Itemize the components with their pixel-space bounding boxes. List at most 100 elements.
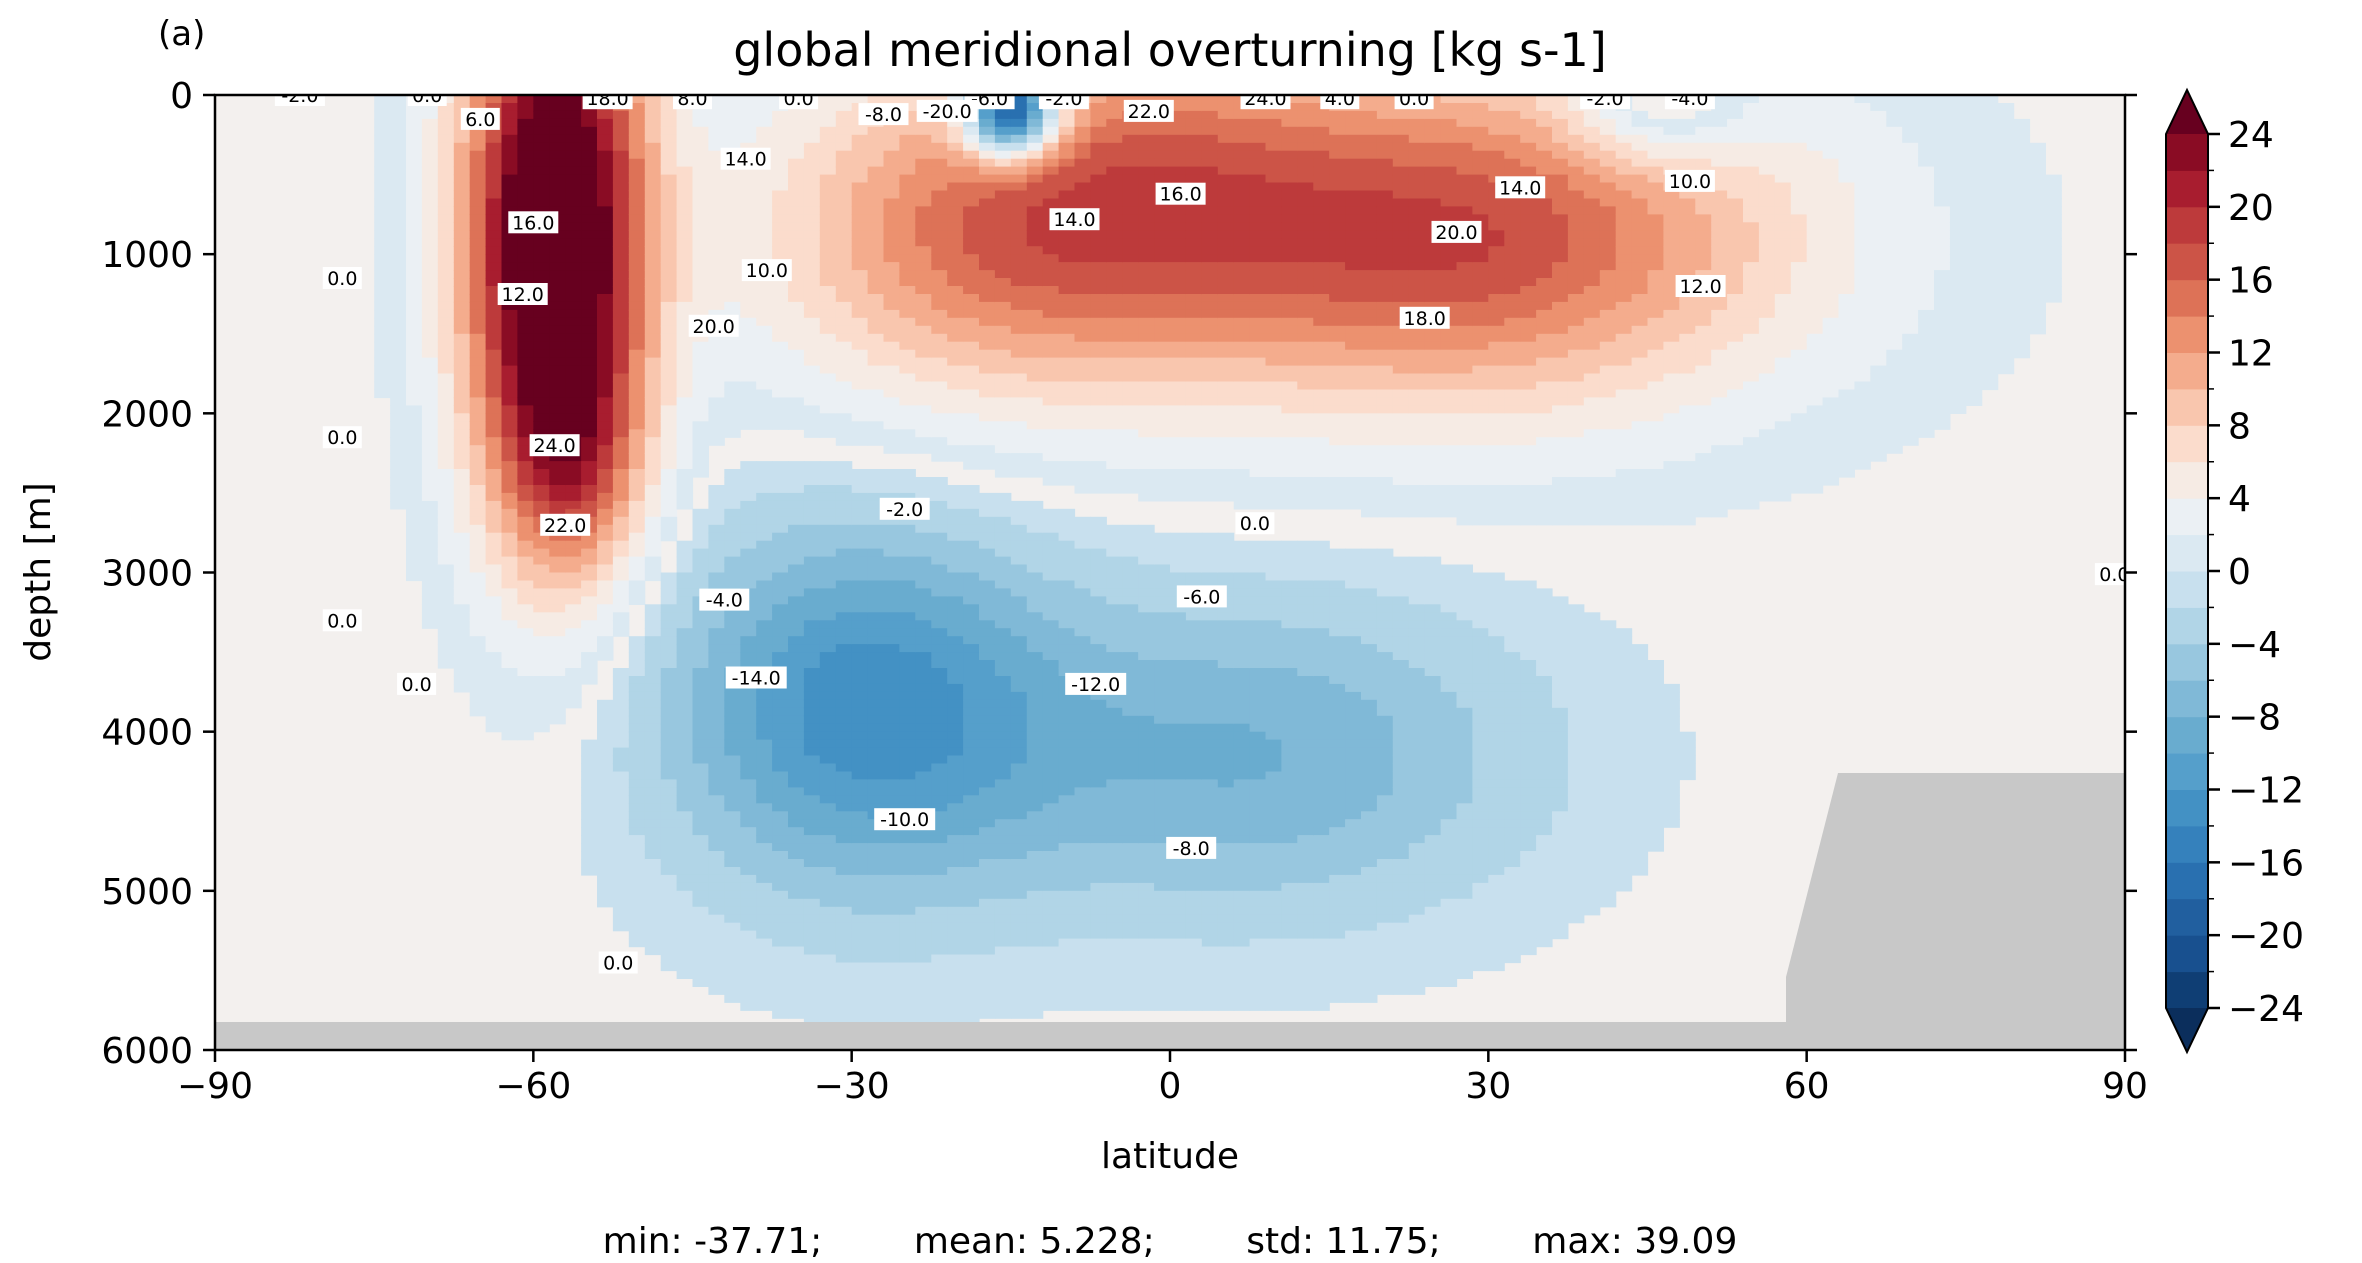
field-cell: [692, 938, 709, 948]
field-cell: [756, 906, 773, 916]
field-cell: [565, 158, 582, 168]
field-cell: [581, 787, 598, 796]
field-cell: [994, 516, 1012, 526]
field-cell: [1074, 556, 1091, 566]
field-cell: [453, 405, 471, 414]
field-cell: [1090, 238, 1107, 247]
field-cell: [867, 381, 885, 391]
field-cell: [565, 381, 582, 391]
field-cell: [406, 540, 423, 550]
field-cell: [692, 898, 709, 908]
field-cell: [788, 946, 805, 956]
field-cell: [597, 652, 614, 661]
field-cell: [453, 596, 471, 605]
field-cell: [708, 946, 725, 956]
field-cell: [565, 309, 582, 319]
field-cell: [597, 516, 614, 526]
field-cell: [676, 294, 694, 303]
field-cell: [469, 357, 487, 367]
field-cell: [501, 492, 518, 502]
field-cell: [501, 309, 518, 319]
field-cell: [1010, 612, 1028, 621]
field-cell: [851, 723, 869, 733]
field-cell: [1058, 445, 1076, 454]
field-cell: [819, 715, 837, 725]
field-cell: [1106, 238, 1123, 247]
field-cell: [1074, 978, 1091, 987]
field-cell: [549, 198, 566, 208]
field-cell: [788, 572, 805, 582]
field-cell: [915, 898, 932, 908]
field-cell: [644, 938, 662, 948]
field-cell: [1154, 126, 1171, 136]
field-cell: [469, 222, 487, 231]
field-cell: [1058, 668, 1076, 677]
field-cell: [1106, 453, 1123, 462]
field-cell: [1058, 508, 1076, 518]
field-cell: [1058, 556, 1076, 566]
field-cell: [612, 890, 630, 900]
field-cell: [803, 874, 821, 884]
field-cell: [533, 469, 550, 478]
field-cell: [724, 914, 741, 924]
field-cell: [788, 580, 805, 590]
field-cell: [628, 262, 646, 271]
field-cell: [867, 262, 885, 271]
field-cell: [803, 787, 821, 796]
field-cell: [1026, 357, 1044, 367]
field-cell: [437, 564, 455, 574]
field-cell: [708, 819, 725, 828]
field-cell: [1042, 763, 1060, 773]
field-cell: [772, 906, 789, 916]
field-cell: [1122, 357, 1139, 367]
field-cell: [931, 357, 948, 367]
field-cell: [581, 214, 598, 223]
field-cell: [1074, 707, 1091, 717]
field-cell: [612, 413, 630, 422]
field-cell: [485, 548, 503, 558]
field-cell: [628, 580, 646, 590]
field-cell: [533, 158, 550, 168]
field-cell: [1074, 930, 1091, 940]
field-cell: [915, 118, 932, 128]
field-cell: [899, 254, 916, 263]
field-cell: [803, 238, 821, 247]
field-cell: [453, 230, 471, 239]
field-cell: [676, 270, 694, 279]
field-cell: [1138, 286, 1155, 295]
field-cell: [883, 365, 900, 375]
field-cell: [453, 524, 471, 534]
field-cell: [517, 492, 534, 502]
field-cell: [1090, 349, 1107, 359]
field-cell: [740, 859, 757, 868]
field-cell: [421, 397, 439, 406]
field-cell: [931, 166, 948, 176]
field-cell: [1042, 118, 1060, 128]
field-cell: [581, 429, 598, 438]
field-cell: [819, 381, 837, 391]
field-cell: [819, 524, 837, 534]
field-cell: [1106, 477, 1123, 486]
field-cell: [628, 429, 646, 438]
field-cell: [772, 835, 789, 844]
field-cell: [963, 731, 980, 741]
field-cell: [994, 771, 1012, 781]
field-cell: [692, 349, 709, 359]
field-cell: [692, 851, 709, 860]
field-cell: [979, 739, 996, 749]
field-cell: [931, 723, 948, 733]
field-cell: [1026, 270, 1044, 279]
field-cell: [788, 325, 805, 335]
field-cell: [708, 341, 725, 351]
field-cell: [676, 580, 694, 590]
field-cell: [963, 580, 980, 590]
field-cell: [549, 429, 566, 438]
field-cell: [549, 158, 566, 168]
field-cell: [851, 676, 869, 685]
field-cell: [660, 461, 678, 470]
field-cell: [676, 827, 694, 836]
field-cell: [724, 946, 741, 956]
field-cell: [406, 254, 423, 263]
field-cell: [692, 110, 709, 120]
field-cell: [931, 294, 948, 303]
